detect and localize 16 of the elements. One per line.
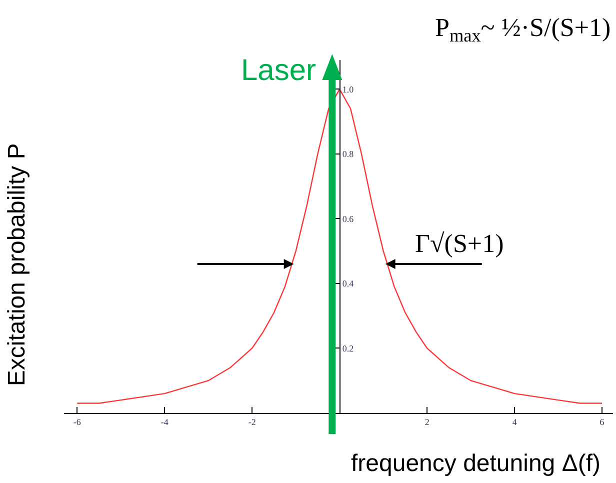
x-axis-title: frequency detuning Δ(f) bbox=[351, 450, 601, 477]
y-tick-label: 0.8 bbox=[342, 149, 354, 160]
x-tick-label: -2 bbox=[248, 416, 256, 427]
x-tick-label: 4 bbox=[512, 416, 518, 427]
y-axis-title: Excitation probability P bbox=[4, 143, 31, 386]
y-tick-label: 0.2 bbox=[342, 343, 354, 354]
y-tick-label: 0.4 bbox=[342, 278, 354, 289]
annotation: Γ√(S+1) bbox=[415, 229, 504, 258]
text: P$_{max}$~ ½·S/(S+1) bbox=[435, 13, 611, 46]
x-tick-label: -4 bbox=[160, 416, 169, 427]
x-tick-label: 2 bbox=[424, 416, 430, 427]
ref-line-label: Laser bbox=[241, 54, 316, 87]
y-tick-label: 0.6 bbox=[342, 214, 354, 224]
x-tick-label: 6 bbox=[600, 416, 605, 427]
x-tick-label: -6 bbox=[73, 416, 82, 427]
y-tick-label: 1.0 bbox=[342, 84, 354, 94]
